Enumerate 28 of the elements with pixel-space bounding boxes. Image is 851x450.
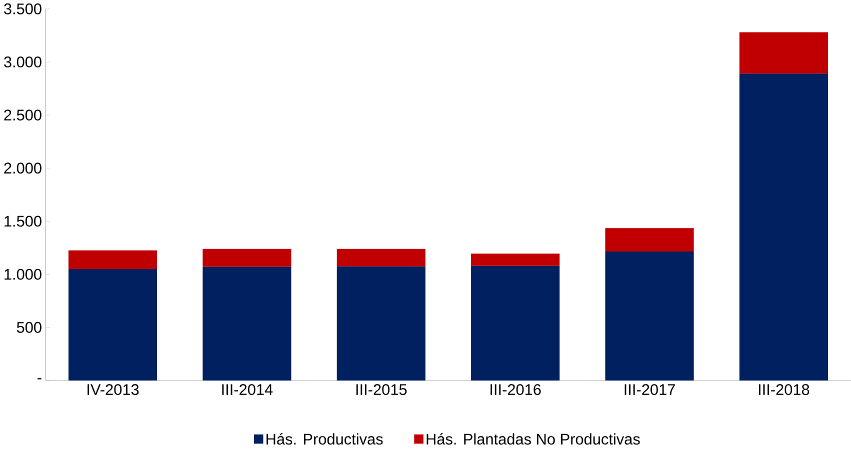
x-tick-label: III-2017: [624, 384, 675, 395]
y-tick-label: 1.500: [4, 216, 42, 227]
legend-label: Hás. Productivas: [266, 433, 383, 445]
legend-label: Hás. Plantadas No Productivas: [426, 433, 640, 445]
y-tick-label: 2.000: [4, 162, 42, 174]
bar: [68, 250, 158, 269]
bar: [202, 248, 292, 267]
bar: [471, 266, 560, 380]
y-tick-label: 1.000: [4, 268, 42, 280]
x-tick-label: IV-2013: [88, 384, 139, 395]
bar: [605, 251, 694, 380]
y-tick-label: 2.500: [4, 110, 42, 120]
bar: [471, 254, 560, 266]
y-tick-label: -: [38, 378, 42, 380]
x-tick-label: III-2018: [758, 384, 810, 395]
x-tick-label: III-2014: [222, 384, 273, 395]
bar: [202, 266, 292, 380]
bar: [739, 32, 828, 74]
bar: [605, 228, 694, 252]
y-tick-label: 3.500: [4, 3, 42, 14]
bar: [739, 74, 828, 380]
x-tick-label: III-2016: [490, 384, 541, 395]
y-tick-label: 3.000: [4, 56, 42, 68]
bar: [68, 268, 158, 380]
y-tick-label: 500: [16, 322, 42, 333]
bar: [336, 266, 426, 380]
bar: [336, 248, 426, 266]
x-tick-label: III-2015: [356, 384, 407, 395]
